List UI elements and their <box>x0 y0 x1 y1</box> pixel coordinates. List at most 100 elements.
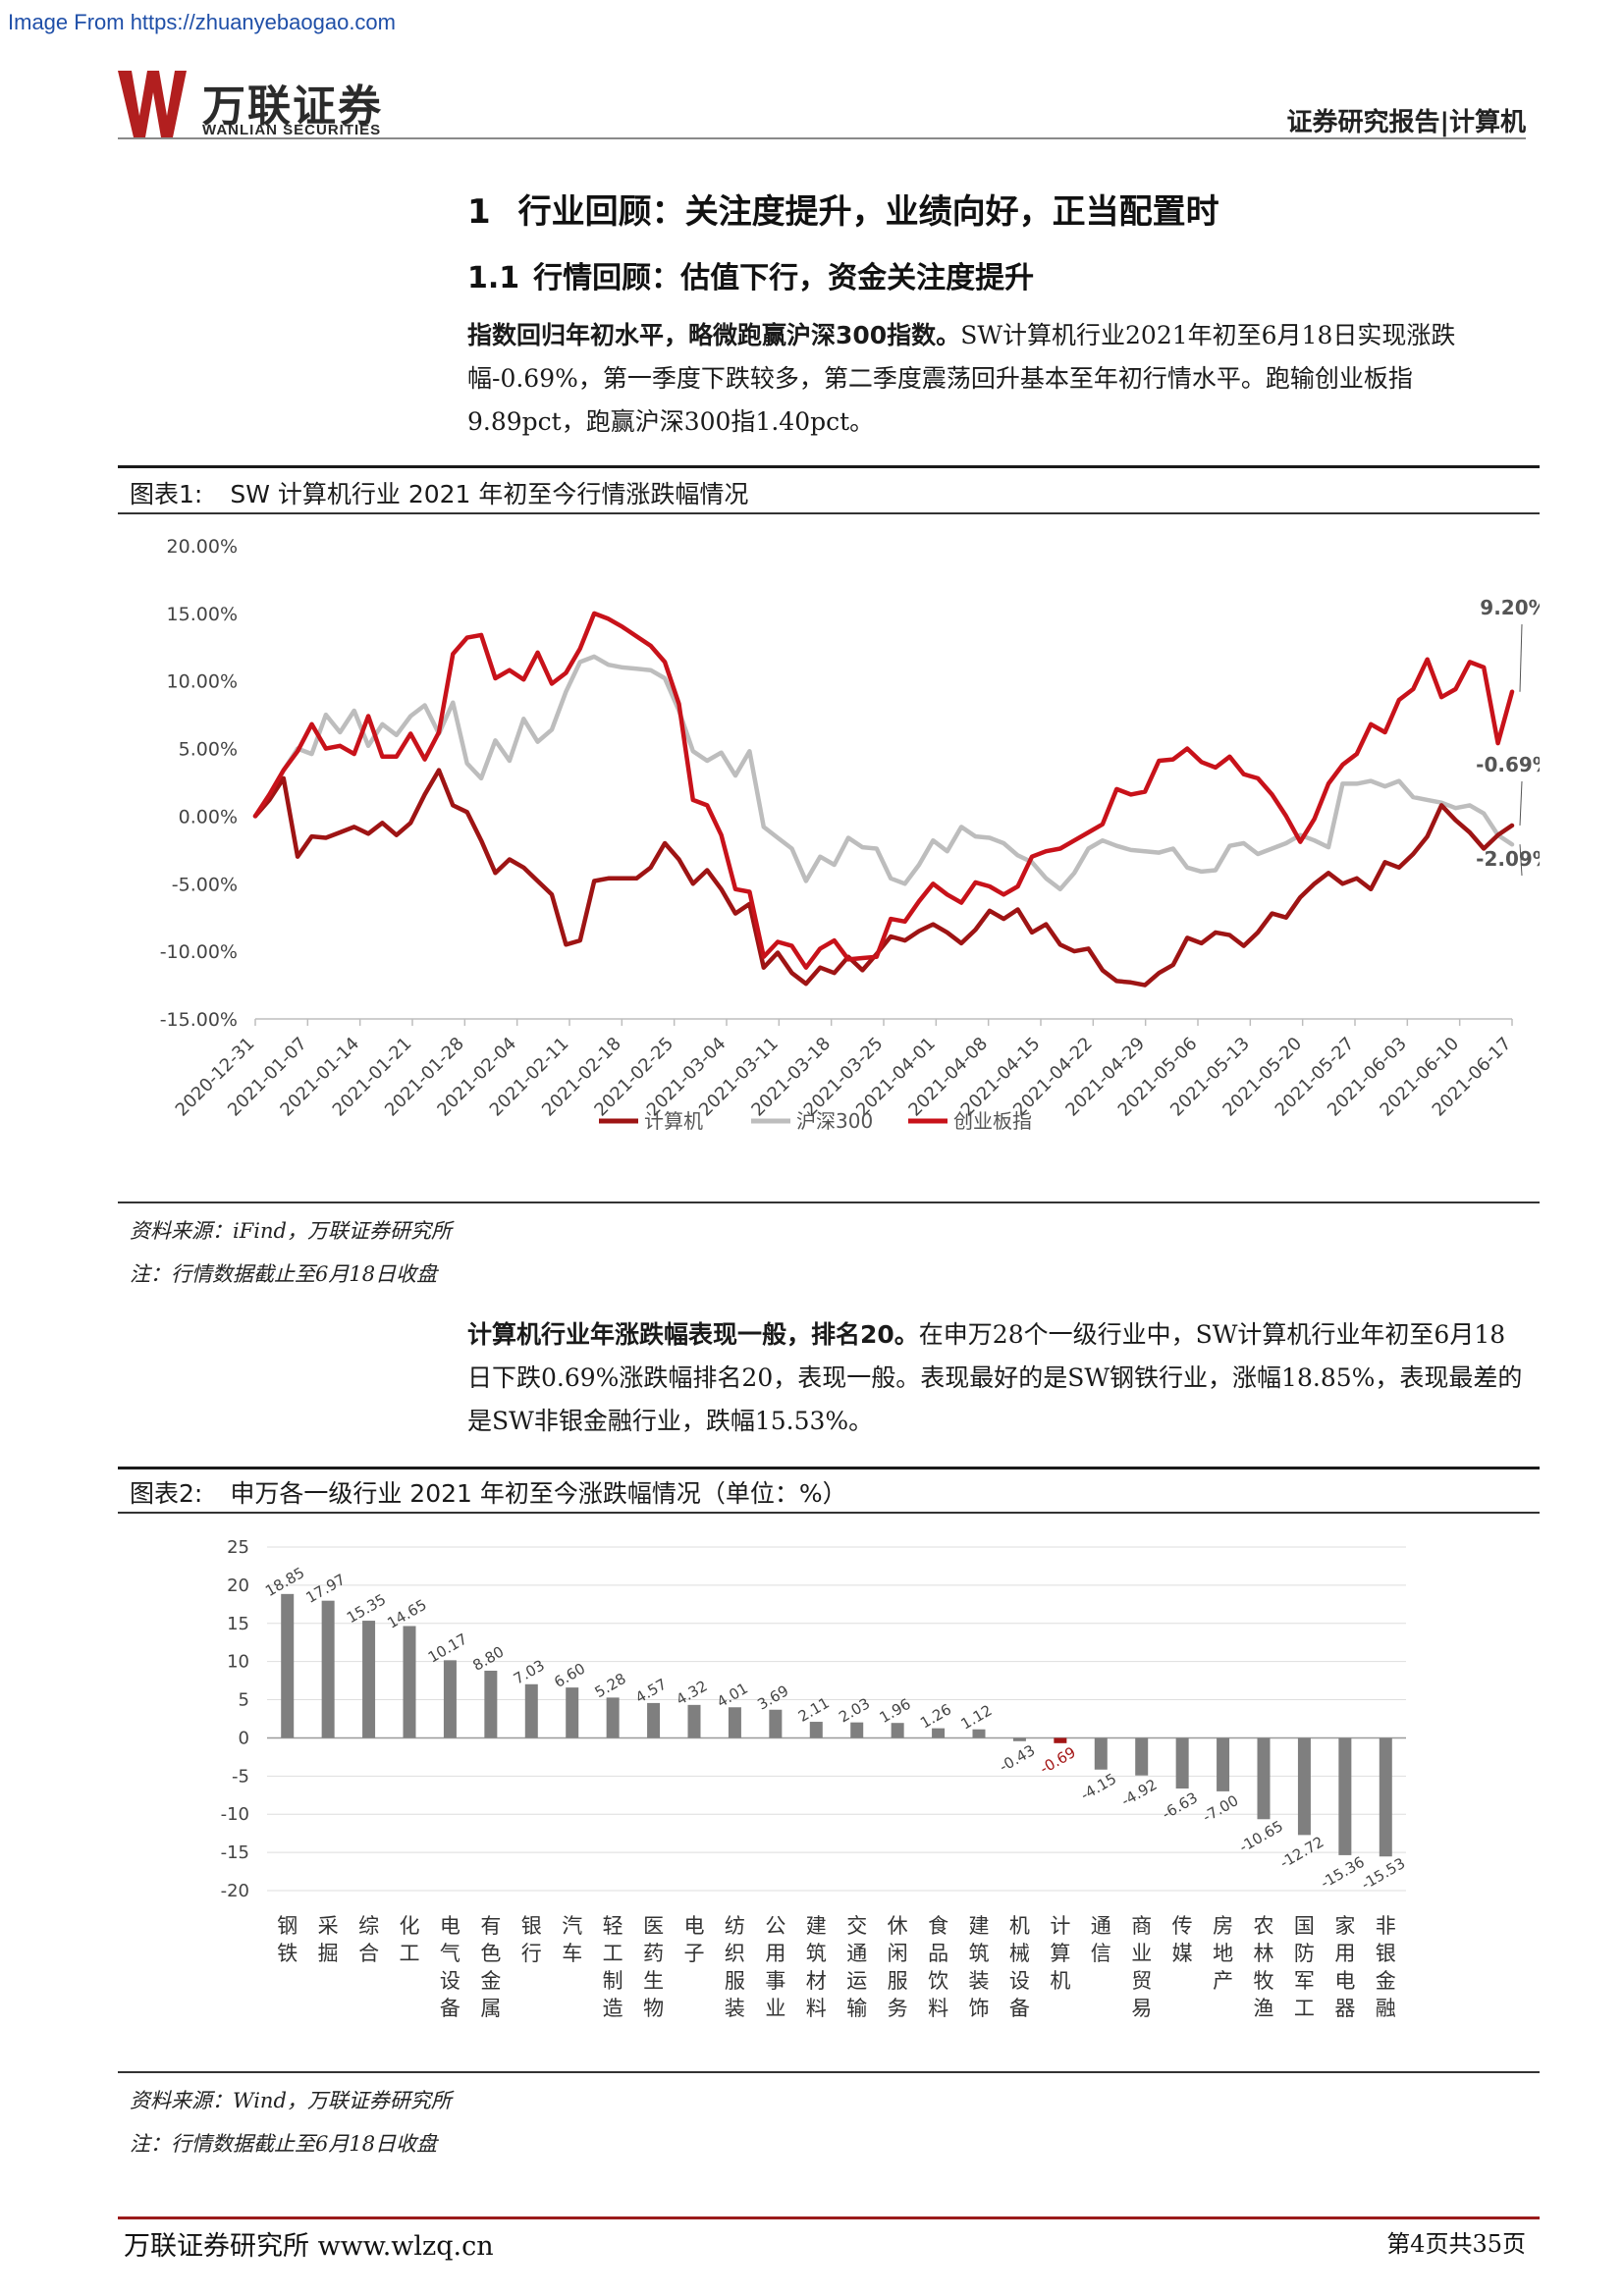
source-watermark[interactable]: Image From https://zhuanyebaogao.com <box>8 10 396 34</box>
bar <box>606 1697 620 1738</box>
bar <box>647 1702 661 1738</box>
figure1-top-rule <box>118 465 1540 468</box>
brand-logo: 万联证券 WANLIAN SECURITIES <box>118 71 432 141</box>
bar <box>1338 1737 1352 1855</box>
subsection-title: 行情回顾：估值下行，资金关注度提升 <box>533 261 1035 295</box>
legend-label: 沪深300 <box>796 1109 873 1133</box>
figure1-note: 注：行情数据截止至6月18日收盘 <box>130 1262 438 1286</box>
bar <box>1054 1737 1067 1743</box>
figure2-note: 注：行情数据截止至6月18日收盘 <box>130 2132 438 2156</box>
paragraph-body: SW计算机行业2021年初至6月18日实现涨跌幅-0.69%，第一季度下跌较多，… <box>467 321 1456 436</box>
end-label-leader <box>1519 780 1523 826</box>
bar <box>728 1707 741 1738</box>
category-label: 计算机 <box>1050 1914 1071 1993</box>
category-label: 汽车 <box>562 1914 583 1965</box>
category-label: 农林牧渔 <box>1253 1914 1274 2020</box>
bar <box>769 1709 783 1738</box>
figure2-title: 图表2: 申万各一级行业 2021 年初至今涨跌幅情况（单位：%） <box>130 1474 847 1510</box>
y-tick-label: -20 <box>221 1881 249 1901</box>
category-label: 国防军工 <box>1293 1914 1315 2020</box>
paragraph-lead: 指数回归年初水平，略微跑赢沪深300指数。 <box>467 321 961 349</box>
end-value-label: 9.20% <box>1480 596 1540 619</box>
end-label-leader <box>1519 844 1523 877</box>
paragraph-industry-rank: 计算机行业年涨跌幅表现一般，排名20。在申万28个一级行业中，SW计算机行业年初… <box>467 1313 1528 1443</box>
legend-label: 计算机 <box>644 1109 703 1133</box>
report-category: 证券研究报告|计算机 <box>1286 108 1527 137</box>
section-number: 1 <box>467 192 491 232</box>
subsection-heading: 1.1 行情回顾：估值下行，资金关注度提升 <box>467 253 1034 296</box>
category-label: 建筑材料 <box>805 1914 827 2020</box>
bar <box>1094 1737 1108 1770</box>
category-label: 休闲服务 <box>887 1914 908 2020</box>
category-label: 纺织服装 <box>724 1914 745 2020</box>
figure1-source: 资料来源：iFind，万联证券研究所 <box>130 1219 452 1243</box>
category-label: 轻工制造 <box>602 1914 623 2020</box>
series-line <box>252 611 1515 970</box>
section-heading: 1 行业回顾：关注度提升，业绩向好，正当配置时 <box>467 185 1219 233</box>
bar <box>1175 1737 1189 1789</box>
page-number: 第4页共35页 <box>1386 2230 1526 2258</box>
category-label: 机械设备 <box>1008 1914 1030 2020</box>
wanlian-logo-icon <box>118 71 187 137</box>
bar-value-label: -7.00 <box>1200 1791 1242 1826</box>
y-tick-label: -5.00% <box>172 874 238 895</box>
category-label: 采掘 <box>317 1914 339 1965</box>
category-label: 钢铁 <box>277 1914 298 1965</box>
y-tick-label: -15.00% <box>160 1009 238 1031</box>
category-label: 家用电器 <box>1334 1914 1356 2020</box>
bar-value-label: 4.32 <box>674 1677 711 1708</box>
paragraph-lead: 计算机行业年涨跌幅表现一般，排名20。 <box>467 1320 919 1349</box>
bar <box>972 1729 986 1738</box>
y-tick-label: -5 <box>232 1766 249 1787</box>
figure1-title: 图表1: SW 计算机行业 2021 年初至今行情涨跌幅情况 <box>130 475 748 510</box>
y-tick-label: -15 <box>221 1842 249 1863</box>
y-tick-label: -10.00% <box>160 941 238 963</box>
bar <box>403 1626 416 1738</box>
bar <box>1297 1737 1311 1836</box>
category-label: 化工 <box>399 1914 420 1965</box>
brand-name-en: WANLIAN SECURITIES <box>202 122 382 138</box>
bar <box>321 1600 335 1738</box>
figure1-bottom-rule <box>118 1201 1540 1203</box>
y-tick-label: 5.00% <box>179 739 238 761</box>
figure2-bottom-rule <box>118 2071 1540 2073</box>
brand-name-cn: 万联证券 <box>202 81 383 132</box>
series-line <box>252 768 1515 988</box>
bar-value-label: -12.72 <box>1276 1833 1326 1872</box>
bar <box>524 1683 538 1738</box>
y-tick-label: 0 <box>239 1728 249 1748</box>
y-tick-label: 15.00% <box>167 604 238 625</box>
bar <box>1135 1737 1149 1776</box>
bar <box>1257 1737 1271 1820</box>
bar-value-label: -0.43 <box>997 1741 1039 1776</box>
y-tick-label: 10 <box>227 1652 249 1673</box>
bar <box>891 1723 904 1738</box>
footer-institute: 万联证券研究所 www.wlzq.cn <box>124 2231 494 2262</box>
bar-value-label: 1.26 <box>917 1700 954 1732</box>
y-tick-label: 0.00% <box>179 806 238 828</box>
section-title: 行业回顾：关注度提升，业绩向好，正当配置时 <box>517 192 1219 232</box>
figure1-label: 图表1: <box>130 480 203 508</box>
bar-value-label: -4.15 <box>1077 1770 1119 1804</box>
bar <box>932 1728 946 1738</box>
footer-divider <box>118 2216 1540 2219</box>
paragraph-body: 在申万28个一级行业中，SW计算机行业年初至6月18日下跌0.69%涨跌幅排名2… <box>467 1320 1523 1435</box>
end-value-label: -2.09% <box>1476 847 1540 871</box>
bar <box>1012 1737 1026 1741</box>
bar-value-label: -15.53 <box>1358 1854 1408 1894</box>
bar <box>362 1621 376 1738</box>
bar-value-label: -15.36 <box>1318 1853 1368 1893</box>
category-label: 商业贸易 <box>1131 1914 1153 2020</box>
figure2-label: 图表2: <box>130 1479 203 1508</box>
line-chart: 20.00% 15.00% 10.00% 5.00% 0.00% -5.00% -10.00… <box>160 536 1540 1133</box>
category-label: 电气设备 <box>439 1914 460 2020</box>
category-label: 有色金属 <box>480 1914 502 2020</box>
legend-label: 创业板指 <box>953 1109 1032 1133</box>
series-line <box>252 654 1515 892</box>
category-label: 房地产 <box>1213 1914 1234 1993</box>
bar <box>281 1593 295 1738</box>
figure2-source: 资料来源：Wind，万联证券研究所 <box>130 2089 452 2112</box>
end-value-label: -0.69% <box>1476 753 1540 776</box>
category-label: 传媒 <box>1171 1914 1193 1965</box>
y-tick-label: 20.00% <box>167 536 238 558</box>
